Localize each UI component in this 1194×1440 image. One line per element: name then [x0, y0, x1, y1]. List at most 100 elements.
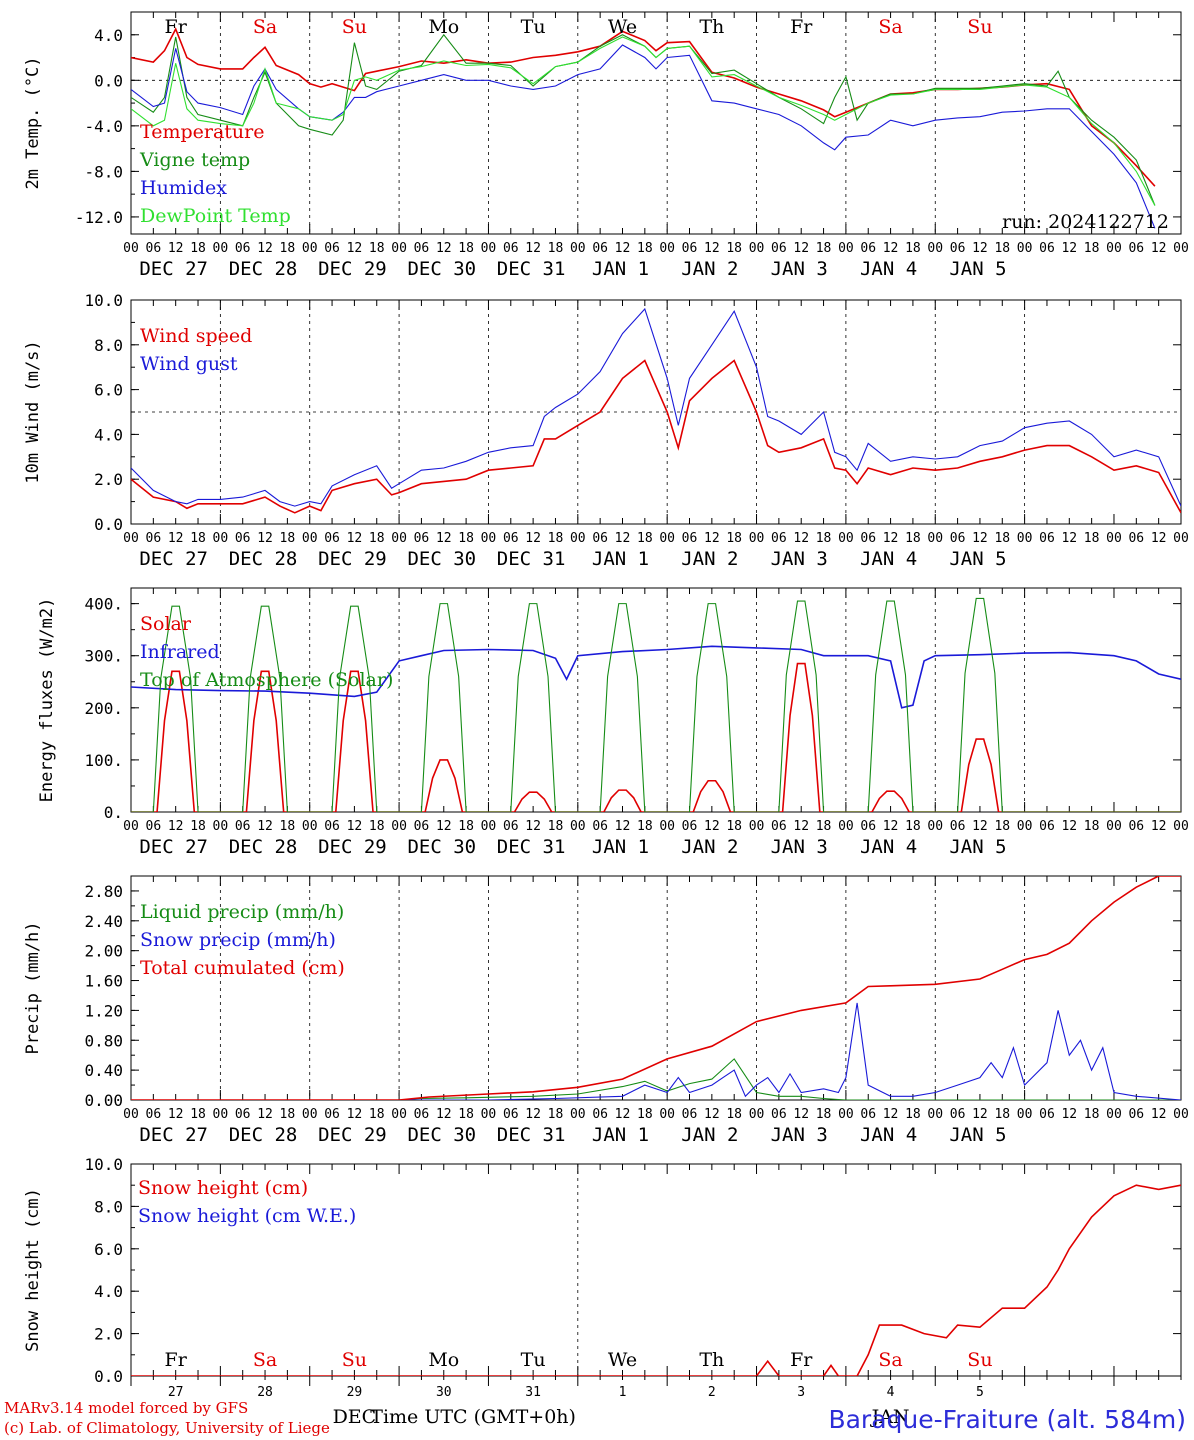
weekday-label: We	[608, 16, 637, 38]
x-hour-label: 00	[1017, 819, 1033, 834]
x-hour-label: 18	[280, 819, 296, 834]
y-tick-label: 0.0	[94, 71, 123, 90]
x-hour-label: 12	[1151, 241, 1167, 256]
x-hour-label: 12	[793, 819, 809, 834]
x-date-label: JAN 3	[771, 836, 828, 858]
y-axis-label: 2m Temp. (°C)	[23, 56, 43, 189]
x-date-label: JAN 3	[771, 548, 828, 570]
y-tick-label: -8.0	[84, 162, 123, 181]
x-date-label: JAN 3	[771, 258, 828, 280]
x-hour-label: 18	[190, 1107, 206, 1122]
plot-frame	[130, 587, 1182, 813]
y-tick-label: 4.0	[94, 1282, 123, 1301]
x-date-label: JAN 1	[592, 548, 649, 570]
x-date-label: JAN 5	[949, 548, 1006, 570]
plot-frame	[130, 875, 1182, 1101]
x-hour-label: 18	[905, 1107, 921, 1122]
x-hour-label: 00	[749, 819, 765, 834]
x-hour-label: 00	[927, 241, 943, 256]
x-hour-label: 00	[481, 819, 497, 834]
y-tick-label: 0.0	[94, 515, 123, 534]
x-hour-label: 06	[1128, 531, 1144, 546]
legend-entry: Humidex	[140, 177, 227, 199]
model-credit: MARv3.14 model forced by GFS	[4, 1399, 249, 1417]
x-hour-label: 06	[235, 531, 251, 546]
x-hour-label: 18	[637, 819, 653, 834]
day-number: 3	[797, 1385, 805, 1400]
x-hour-label: 12	[793, 1107, 809, 1122]
x-hour-label: 00	[927, 531, 943, 546]
x-date-label: JAN 2	[681, 1124, 738, 1146]
x-hour-label: 00	[570, 1107, 586, 1122]
x-hour-label: 12	[347, 531, 363, 546]
x-date-label: DEC 28	[229, 1124, 298, 1146]
x-hour-label: 12	[883, 1107, 899, 1122]
legend-entry: Infrared	[140, 641, 220, 663]
x-hour-label: 00	[749, 1107, 765, 1122]
x-hour-label: 18	[190, 241, 206, 256]
x-hour-label: 00	[213, 1107, 229, 1122]
x-hour-label: 00	[1017, 1107, 1033, 1122]
x-hour-label: 12	[883, 241, 899, 256]
panel-3	[130, 587, 1182, 813]
day-number: 30	[436, 1385, 452, 1400]
y-tick-label: 6.0	[94, 1240, 123, 1259]
panel-2	[130, 299, 1182, 525]
x-date-label: DEC 29	[318, 836, 387, 858]
x-hour-label: 06	[1128, 241, 1144, 256]
weekday-label: Mo	[428, 16, 459, 38]
weekday-label: Sa	[878, 1349, 902, 1371]
x-hour-label: 00	[659, 1107, 675, 1122]
x-hour-label: 12	[168, 531, 184, 546]
y-tick-label: 4.0	[94, 26, 123, 45]
x-hour-label: 18	[458, 819, 474, 834]
x-hour-label: 12	[615, 531, 631, 546]
x-hour-label: 12	[347, 241, 363, 256]
x-hour-label: 00	[570, 531, 586, 546]
series-line	[131, 44, 1156, 229]
x-hour-label: 00	[659, 531, 675, 546]
x-hour-label: 00	[1173, 531, 1189, 546]
y-tick-label: 6.0	[94, 381, 123, 400]
x-hour-label: 18	[280, 241, 296, 256]
x-hour-label: 12	[525, 241, 541, 256]
weekday-label: Sa	[253, 16, 277, 38]
x-hour-label: 12	[436, 531, 452, 546]
x-hour-label: 00	[1106, 1107, 1122, 1122]
x-hour-label: 12	[704, 241, 720, 256]
x-hour-label: 18	[1084, 819, 1100, 834]
x-hour-label: 00	[749, 241, 765, 256]
x-hour-label: 06	[324, 819, 340, 834]
x-hour-label: 18	[190, 819, 206, 834]
x-hour-label: 06	[592, 819, 608, 834]
x-hour-label: 12	[1061, 819, 1077, 834]
y-axis-label: Energy fluxes (W/m2)	[37, 598, 57, 803]
x-hour-label: 06	[592, 241, 608, 256]
x-hour-label: 06	[592, 1107, 608, 1122]
x-hour-label: 18	[637, 531, 653, 546]
legend-entry: Snow height (cm)	[138, 1177, 308, 1199]
series-line	[131, 359, 1181, 514]
x-hour-label: 12	[436, 819, 452, 834]
x-hour-label: 06	[324, 241, 340, 256]
x-hour-label: 06	[146, 1107, 162, 1122]
x-hour-label: 06	[235, 1107, 251, 1122]
x-hour-label: 18	[994, 819, 1010, 834]
x-date-label: DEC 30	[407, 1124, 476, 1146]
panel-1	[130, 11, 1182, 235]
weekday-label: Fr	[790, 1349, 813, 1371]
x-hour-label: 06	[324, 1107, 340, 1122]
x-hour-label: 06	[682, 531, 698, 546]
x-hour-label: 06	[146, 819, 162, 834]
x-hour-label: 18	[994, 1107, 1010, 1122]
x-hour-label: 12	[257, 1107, 273, 1122]
x-hour-label: 18	[190, 531, 206, 546]
x-hour-label: 12	[1151, 819, 1167, 834]
x-hour-label: 18	[369, 531, 385, 546]
series-line	[131, 645, 1181, 709]
x-axis-label: Time UTC (GMT+0h)	[370, 1406, 576, 1428]
y-tick-label: -12.0	[75, 208, 123, 227]
x-hour-label: 18	[994, 531, 1010, 546]
month-label-dec: DEC	[333, 1406, 377, 1428]
x-hour-label: 06	[860, 241, 876, 256]
